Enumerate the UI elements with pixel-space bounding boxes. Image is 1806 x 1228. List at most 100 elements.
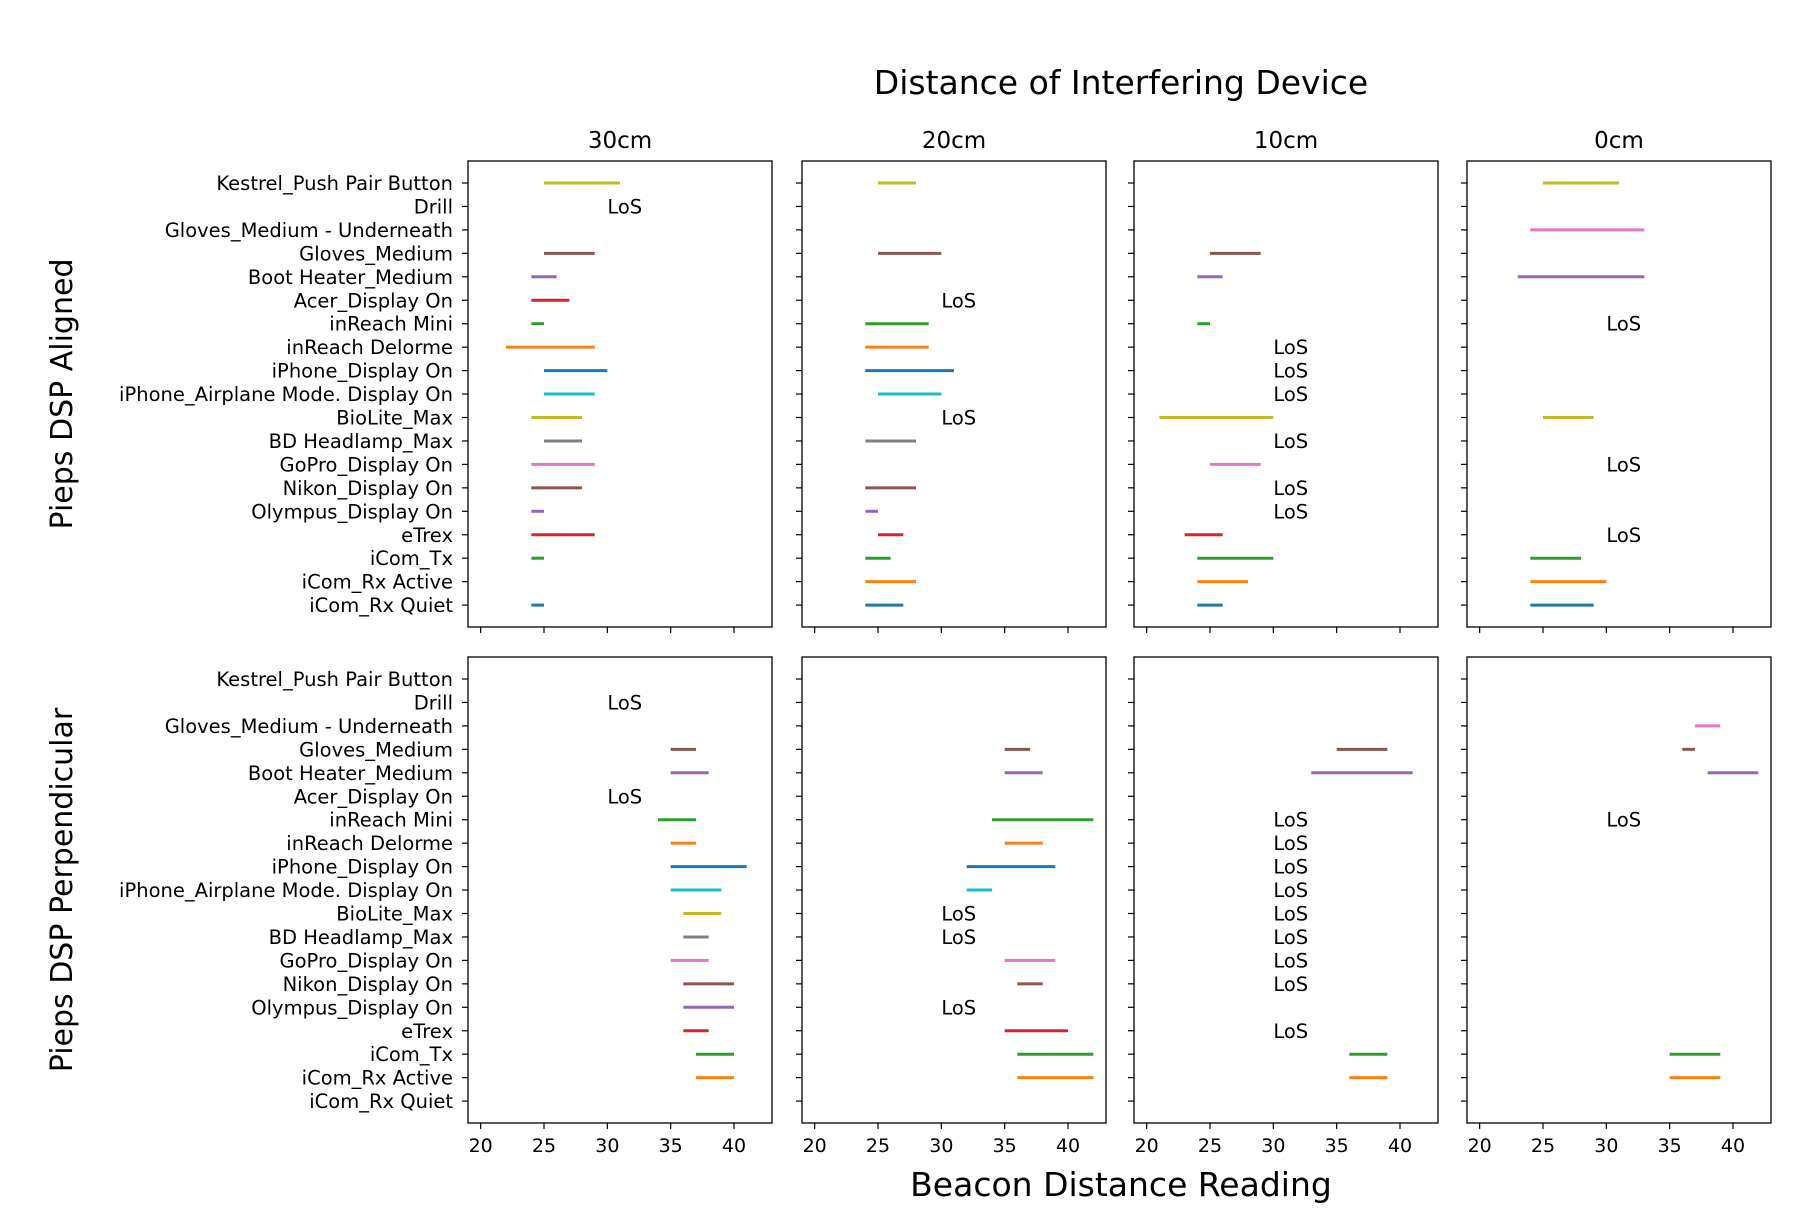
y-tick-label: eTrex <box>401 1020 453 1043</box>
column-title-30cm: 30cm <box>588 128 652 154</box>
x-tick-label: 35 <box>1325 1135 1349 1157</box>
los-annotation: LoS <box>1273 832 1308 855</box>
los-annotation: LoS <box>1273 500 1308 523</box>
panel-aligned-0cm: LoS LoS LoS <box>1461 160 1772 633</box>
x-tick-label: 25 <box>866 1135 890 1157</box>
panel-perpendicular-30cm: 20 25 30 35 40 LoS LoS <box>462 656 773 1157</box>
los-annotation: LoS <box>1273 949 1308 972</box>
los-annotation: LoS <box>1273 383 1308 406</box>
x-tick-label: 20 <box>469 1135 493 1157</box>
los-annotation: LoS <box>1273 856 1308 879</box>
los-annotation: LoS <box>1606 453 1641 476</box>
y-tick-label: eTrex <box>401 524 453 547</box>
y-tick-label: Nikon_Display On <box>283 973 453 996</box>
los-annotation: LoS <box>607 785 642 808</box>
y-tick-label: Acer_Display On <box>294 785 453 808</box>
y-tick-label: Kestrel_Push Pair Button <box>216 668 453 691</box>
y-tick-label: iCom_Rx Quiet <box>309 594 453 617</box>
y-tick-label: inReach Mini <box>329 809 453 832</box>
y-tick-label: iPhone_Display On <box>272 360 453 383</box>
y-tick-label: Drill <box>414 691 453 714</box>
los-annotation: LoS <box>1606 524 1641 547</box>
y-tick-label: iCom_Rx Active <box>302 571 453 594</box>
y-tick-label: iCom_Tx <box>370 1043 453 1066</box>
x-tick-label: 40 <box>1056 1135 1080 1157</box>
y-tick-label: Boot Heater_Medium <box>248 266 453 289</box>
x-tick-label: 35 <box>659 1135 683 1157</box>
y-tick-label: BD Headlamp_Max <box>269 926 453 949</box>
panel-frame <box>1466 656 1772 1124</box>
panel-aligned-30cm: LoS <box>462 160 773 633</box>
y-tick-label: BioLite_Max <box>336 903 453 926</box>
panel-perpendicular-0cm: 20 25 30 35 40 LoS <box>1461 656 1772 1157</box>
row-title-aligned: Pieps DSP Aligned <box>45 259 80 530</box>
los-annotation: LoS <box>941 996 976 1019</box>
y-tick-label: Gloves_Medium <box>299 242 453 265</box>
x-tick-label: 40 <box>1388 1135 1412 1157</box>
los-annotation: LoS <box>607 195 642 218</box>
y-tick-label: BD Headlamp_Max <box>269 430 453 453</box>
column-title-20cm: 20cm <box>922 128 986 154</box>
x-tick-label: 25 <box>1531 1135 1555 1157</box>
los-annotation: LoS <box>1273 879 1308 902</box>
y-tick-label: Boot Heater_Medium <box>248 762 453 785</box>
y-tick-label: Kestrel_Push Pair Button <box>216 172 453 195</box>
los-annotation: LoS <box>941 289 976 312</box>
los-annotation: LoS <box>1273 336 1308 359</box>
x-tick-label: 35 <box>1658 1135 1682 1157</box>
los-annotation: LoS <box>1606 809 1641 832</box>
x-tick-label: 20 <box>1135 1135 1159 1157</box>
y-tick-label: iCom_Rx Active <box>302 1067 453 1090</box>
x-tick-label: 30 <box>1594 1135 1618 1157</box>
x-tick-label: 30 <box>595 1135 619 1157</box>
y-tick-label: inReach Delorme <box>286 336 453 359</box>
los-annotation: LoS <box>1273 903 1308 926</box>
los-annotation: LoS <box>1273 973 1308 996</box>
y-tick-label: Gloves_Medium - Underneath <box>165 715 453 738</box>
x-tick-label: 20 <box>1468 1135 1492 1157</box>
x-tick-label: 25 <box>1198 1135 1222 1157</box>
y-tick-label: Acer_Display On <box>294 289 453 312</box>
los-annotation: LoS <box>607 691 642 714</box>
column-title-0cm: 0cm <box>1594 128 1644 154</box>
y-tick-label: Drill <box>414 195 453 218</box>
x-tick-label: 35 <box>993 1135 1017 1157</box>
x-tick-label: 30 <box>1261 1135 1285 1157</box>
los-annotation: LoS <box>1273 360 1308 383</box>
y-tick-label: BioLite_Max <box>336 407 453 430</box>
los-annotation: LoS <box>1273 430 1308 453</box>
figure-title: Distance of Interfering Device <box>874 63 1368 102</box>
los-annotation: LoS <box>1273 926 1308 949</box>
column-title-10cm: 10cm <box>1254 128 1318 154</box>
panel-frame <box>467 160 773 628</box>
y-tick-label: Gloves_Medium <box>299 738 453 761</box>
y-tick-label: GoPro_Display On <box>279 949 453 972</box>
x-tick-label: 25 <box>532 1135 556 1157</box>
y-tick-label: Nikon_Display On <box>283 477 453 500</box>
x-tick-label: 30 <box>929 1135 953 1157</box>
los-annotation: LoS <box>1606 313 1641 336</box>
y-tick-label: iCom_Tx <box>370 547 453 570</box>
y-tick-label: iPhone_Display On <box>272 856 453 879</box>
y-tick-label: inReach Delorme <box>286 832 453 855</box>
los-annotation: LoS <box>1273 809 1308 832</box>
los-annotation: LoS <box>941 926 976 949</box>
row-title-perpendicular: Pieps DSP Perpendicular <box>45 707 80 1072</box>
panel-aligned-20cm: LoS LoS <box>796 160 1107 633</box>
y-tick-label: Gloves_Medium - Underneath <box>165 219 453 242</box>
y-tick-label: GoPro_Display On <box>279 453 453 476</box>
los-annotation: LoS <box>941 407 976 430</box>
x-tick-label: 40 <box>1721 1135 1745 1157</box>
y-tick-label: iCom_Rx Quiet <box>309 1090 453 1113</box>
y-tick-label: inReach Mini <box>329 313 453 336</box>
x-axis-label: Beacon Distance Reading <box>910 1165 1332 1204</box>
y-tick-label: Olympus_Display On <box>251 996 453 1019</box>
x-tick-label: 40 <box>722 1135 746 1157</box>
los-annotation: LoS <box>941 903 976 926</box>
x-tick-label: 20 <box>803 1135 827 1157</box>
